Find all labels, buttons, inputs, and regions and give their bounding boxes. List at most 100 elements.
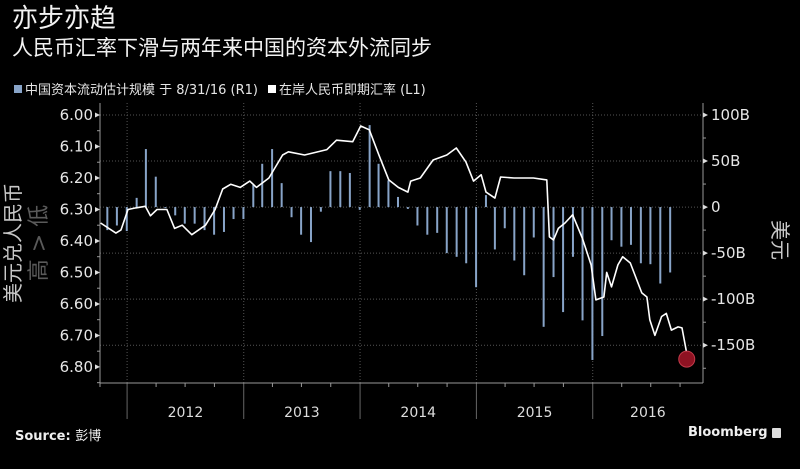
chart-title: 亦步亦趋 <box>12 4 117 34</box>
right-tick-marker <box>703 296 708 302</box>
right-tick-marker <box>703 112 708 118</box>
left-tick-marker <box>95 206 100 212</box>
capital-flow-bar <box>271 149 274 208</box>
left-tick-label: 6.00 <box>60 106 93 124</box>
right-tick-label: 50B <box>711 152 740 170</box>
capital-flow-bar <box>620 207 623 247</box>
x-tick-label: 2016 <box>630 405 666 421</box>
left-tick-marker <box>95 143 100 149</box>
capital-flow-bar <box>232 207 235 220</box>
capital-flow-bar <box>252 184 255 208</box>
source-note: Source: 彭博 <box>15 425 101 444</box>
capital-flow-bar <box>387 180 390 208</box>
left-tick-label: 6.80 <box>60 358 93 376</box>
left-tick-label: 6.70 <box>60 326 93 344</box>
capital-flow-bar <box>581 207 584 321</box>
capital-flow-bar <box>426 207 429 235</box>
capital-flow-bar <box>154 176 157 208</box>
capital-flow-bar <box>532 207 535 238</box>
legend-swatch-bars <box>14 84 22 93</box>
source-label: Source: <box>15 429 71 444</box>
exchange-rate-line <box>100 125 688 354</box>
capital-flow-bar <box>213 207 216 235</box>
capital-flow-bar <box>125 207 128 232</box>
capital-flow-bar <box>106 207 109 231</box>
capital-flow-bar <box>174 207 177 216</box>
capital-flow-bar <box>629 207 632 245</box>
capital-flow-bar <box>242 207 245 220</box>
capital-flow-bar <box>475 207 478 288</box>
capital-flow-bar <box>416 207 419 226</box>
right-tick-marker <box>703 342 708 348</box>
right-tick-label: -50B <box>711 244 746 262</box>
capital-flow-bar <box>610 207 613 241</box>
capital-flow-bar <box>339 171 342 208</box>
capital-flow-bar <box>503 207 506 229</box>
capital-flow-bar <box>280 183 283 208</box>
capital-flow-bar <box>135 197 138 208</box>
capital-flow-bar <box>348 173 351 208</box>
capital-flow-bar <box>591 207 594 360</box>
right-tick-label: -150B <box>711 336 755 354</box>
left-tick-marker <box>95 301 100 307</box>
left-axis-label: 美元兑人民币 <box>1 183 25 303</box>
left-tick-marker <box>95 175 100 181</box>
capital-flow-bar <box>368 125 371 208</box>
capital-flow-bar <box>571 207 574 257</box>
right-tick-marker <box>703 158 708 164</box>
capital-flow-bar <box>222 207 225 232</box>
capital-flow-bar <box>649 207 652 265</box>
capital-flow-bar <box>309 207 312 243</box>
capital-flow-bar <box>659 207 662 284</box>
left-tick-marker <box>95 332 100 338</box>
capital-flow-bar <box>377 163 380 208</box>
capital-flow-bar <box>396 196 399 208</box>
capital-flow-bar <box>523 207 526 276</box>
right-tick-label: -100B <box>711 290 755 308</box>
right-axis-label: 美元 <box>768 220 792 260</box>
left-tick-label: 6.30 <box>60 200 93 218</box>
legend: 中国资本流动估计规模 于 8/31/16 (R1) 在岸人民币即期汇率 (L1) <box>14 79 426 98</box>
left-tick-label: 6.60 <box>60 295 93 313</box>
left-tick-label: 6.10 <box>60 137 93 155</box>
left-tick-marker <box>95 269 100 275</box>
right-tick-marker <box>703 250 708 256</box>
capital-flow-bar <box>203 207 206 231</box>
capital-flow-bar <box>601 207 604 337</box>
left-tick-label: 6.50 <box>60 263 93 281</box>
capital-flow-bar <box>455 207 458 257</box>
chart-subtitle: 人民币汇率下滑与两年来中国的资本外流同步 <box>12 36 432 60</box>
legend-label: 在岸人民币即期汇率 (L1) <box>278 83 426 98</box>
capital-flow-bar <box>445 207 448 254</box>
capital-flow-bar <box>669 207 672 273</box>
legend-label: 中国资本流动估计规模 于 8/31/16 (R1) <box>25 83 258 98</box>
capital-flow-bar <box>358 207 361 210</box>
left-axis-secondary-label: 高 > 低 <box>27 204 52 282</box>
left-tick-label: 6.20 <box>60 169 93 187</box>
source-value: 彭博 <box>75 429 102 444</box>
left-tick-marker <box>95 364 100 370</box>
capital-flow-bar <box>115 207 118 226</box>
bloomberg-chart-icon <box>771 427 781 438</box>
right-tick-label: 100B <box>711 106 750 124</box>
capital-flow-bar <box>406 207 409 209</box>
capital-flow-bar <box>493 207 496 250</box>
x-tick-label: 2012 <box>168 405 204 421</box>
legend-item-exchange-rate: 在岸人民币即期汇率 (L1) <box>267 79 426 98</box>
left-tick-marker <box>95 112 100 118</box>
capital-flow-bar <box>319 207 322 212</box>
right-tick-label: 0 <box>711 198 721 216</box>
x-tick-label: 2013 <box>284 405 320 421</box>
brand-text: Bloomberg <box>688 425 768 440</box>
left-tick-marker <box>95 238 100 244</box>
bloomberg-logo: Bloomberg <box>688 425 781 440</box>
x-tick-label: 2015 <box>517 405 553 421</box>
capital-flow-bar <box>329 171 332 208</box>
capital-flow-bar <box>465 207 468 264</box>
legend-item-capital-flows: 中国资本流动估计规模 于 8/31/16 (R1) <box>14 79 258 98</box>
capital-flow-bar <box>542 207 545 327</box>
capital-flow-bar <box>193 207 196 224</box>
capital-flow-bar <box>639 207 642 264</box>
capital-flow-bar <box>164 207 167 209</box>
